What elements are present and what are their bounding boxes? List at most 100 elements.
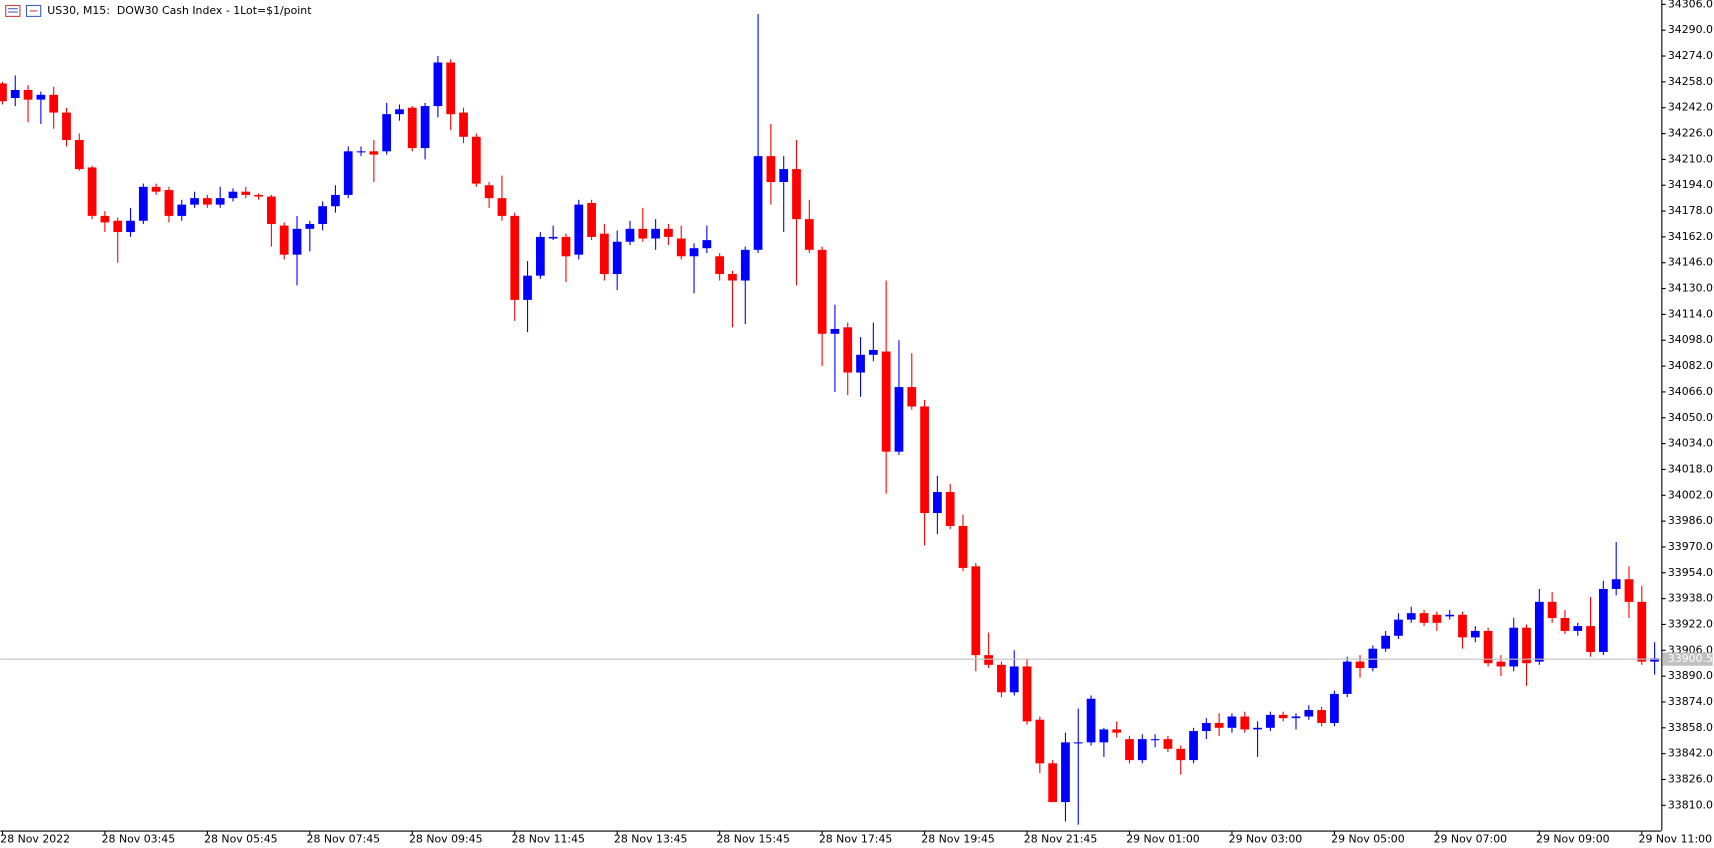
candle-body — [279, 225, 289, 255]
candle-body — [817, 249, 827, 334]
candle-body — [830, 328, 840, 334]
candle-body — [343, 151, 353, 195]
candle-body — [1061, 742, 1070, 803]
candle-body — [561, 236, 571, 257]
candle-body — [164, 190, 174, 216]
candle-body — [1637, 601, 1647, 662]
candle-body — [971, 566, 981, 656]
candle-body — [510, 215, 520, 300]
x-tick-label: 28 Nov 09:45 — [409, 832, 483, 845]
candle-body — [356, 151, 366, 153]
candle-body — [984, 655, 993, 665]
candle-body — [292, 228, 302, 255]
candle-body — [1086, 698, 1096, 743]
x-tick-label: 28 Nov 11:45 — [511, 832, 585, 845]
candle-body — [1496, 661, 1506, 667]
candle-body — [1534, 601, 1544, 662]
candle-body — [331, 194, 340, 207]
candle-body — [87, 167, 97, 216]
x-tick-label: 29 Nov 05:00 — [1331, 832, 1405, 845]
y-tick-label: 34034.0 — [1668, 437, 1713, 450]
candle-body — [1330, 693, 1339, 723]
y-tick-label: 34274.0 — [1668, 49, 1713, 62]
x-tick-label: 29 Nov 01:00 — [1126, 832, 1200, 845]
candle-body — [305, 223, 315, 229]
candle-body — [1368, 648, 1378, 669]
candle-body — [779, 169, 789, 182]
x-tick-label: 28 Nov 03:45 — [102, 832, 176, 845]
candle-body — [1266, 714, 1275, 728]
candle-body — [1483, 630, 1493, 664]
y-tick-label: 33938.0 — [1668, 592, 1713, 605]
candle-body — [548, 236, 558, 239]
candle-body — [1009, 666, 1019, 693]
candle-body — [523, 275, 532, 300]
y-tick-label: 33826.0 — [1668, 772, 1713, 785]
candle-body — [1317, 710, 1326, 723]
candle-body — [1586, 626, 1595, 652]
candle-body — [958, 525, 968, 568]
candle-body — [74, 140, 84, 170]
candle-body — [228, 191, 238, 199]
x-tick-label: 29 Nov 11:00 — [1639, 832, 1713, 845]
current-price-box — [1662, 652, 1713, 666]
candle-body — [1458, 614, 1467, 638]
x-tick-label: 28 Nov 13:45 — [614, 832, 688, 845]
y-tick-label: 34194.0 — [1668, 178, 1713, 191]
candle-body — [625, 228, 635, 242]
candle-body — [1304, 710, 1314, 717]
candle-body — [1547, 601, 1557, 619]
y-tick-label: 34306.0 — [1668, 0, 1713, 10]
candle-body — [689, 248, 699, 257]
candle-body — [1522, 627, 1531, 664]
candle-body — [843, 327, 853, 373]
candle-body — [36, 94, 46, 100]
candle-body — [113, 220, 123, 233]
x-tick-label: 29 Nov 09:00 — [1536, 832, 1610, 845]
candle-body — [1227, 716, 1237, 728]
y-tick-label: 34226.0 — [1668, 127, 1713, 140]
y-tick-label: 34178.0 — [1668, 204, 1713, 217]
candle-body — [1048, 763, 1058, 803]
candle-body — [382, 114, 392, 152]
y-tick-label: 33810.0 — [1668, 798, 1713, 811]
candle-body — [997, 664, 1006, 693]
candle-body — [1381, 635, 1391, 649]
candle-body — [215, 198, 225, 205]
candle-body — [318, 206, 327, 224]
candle-body — [612, 241, 622, 275]
candle-body — [1125, 739, 1134, 761]
candle-body — [407, 107, 417, 149]
candle-body — [395, 109, 404, 115]
candle-body — [0, 83, 7, 102]
candle-body — [1560, 618, 1570, 631]
candle-body — [177, 204, 187, 216]
candle-body — [1291, 716, 1301, 719]
candle-body — [1137, 739, 1147, 761]
candle-body — [484, 185, 494, 199]
y-tick-label: 33970.0 — [1668, 540, 1713, 553]
candle-body — [267, 196, 276, 224]
y-tick-label: 34066.0 — [1668, 385, 1713, 398]
candle-body — [638, 228, 648, 239]
candle-body — [766, 156, 776, 182]
candle-body — [202, 198, 212, 205]
candle-body — [1624, 579, 1634, 602]
y-tick-label: 34002.0 — [1668, 488, 1713, 501]
candle-body — [23, 89, 33, 100]
candle-body — [100, 215, 110, 223]
candle-body — [1099, 729, 1109, 743]
candle-body — [254, 194, 263, 197]
candle-body — [1176, 748, 1186, 761]
x-tick-label: 28 Nov 17:45 — [819, 832, 893, 845]
candle-body — [420, 106, 430, 149]
candle-body — [753, 156, 763, 250]
x-tick-label: 28 Nov 15:45 — [716, 832, 790, 845]
x-tick-label: 29 Nov 03:00 — [1229, 832, 1303, 845]
candle-body — [894, 387, 904, 452]
x-tick-label: 28 Nov 2022 — [0, 832, 70, 845]
candle-body — [1432, 614, 1442, 623]
x-tick-label: 28 Nov 21:45 — [1024, 832, 1098, 845]
candle-body — [49, 94, 59, 113]
